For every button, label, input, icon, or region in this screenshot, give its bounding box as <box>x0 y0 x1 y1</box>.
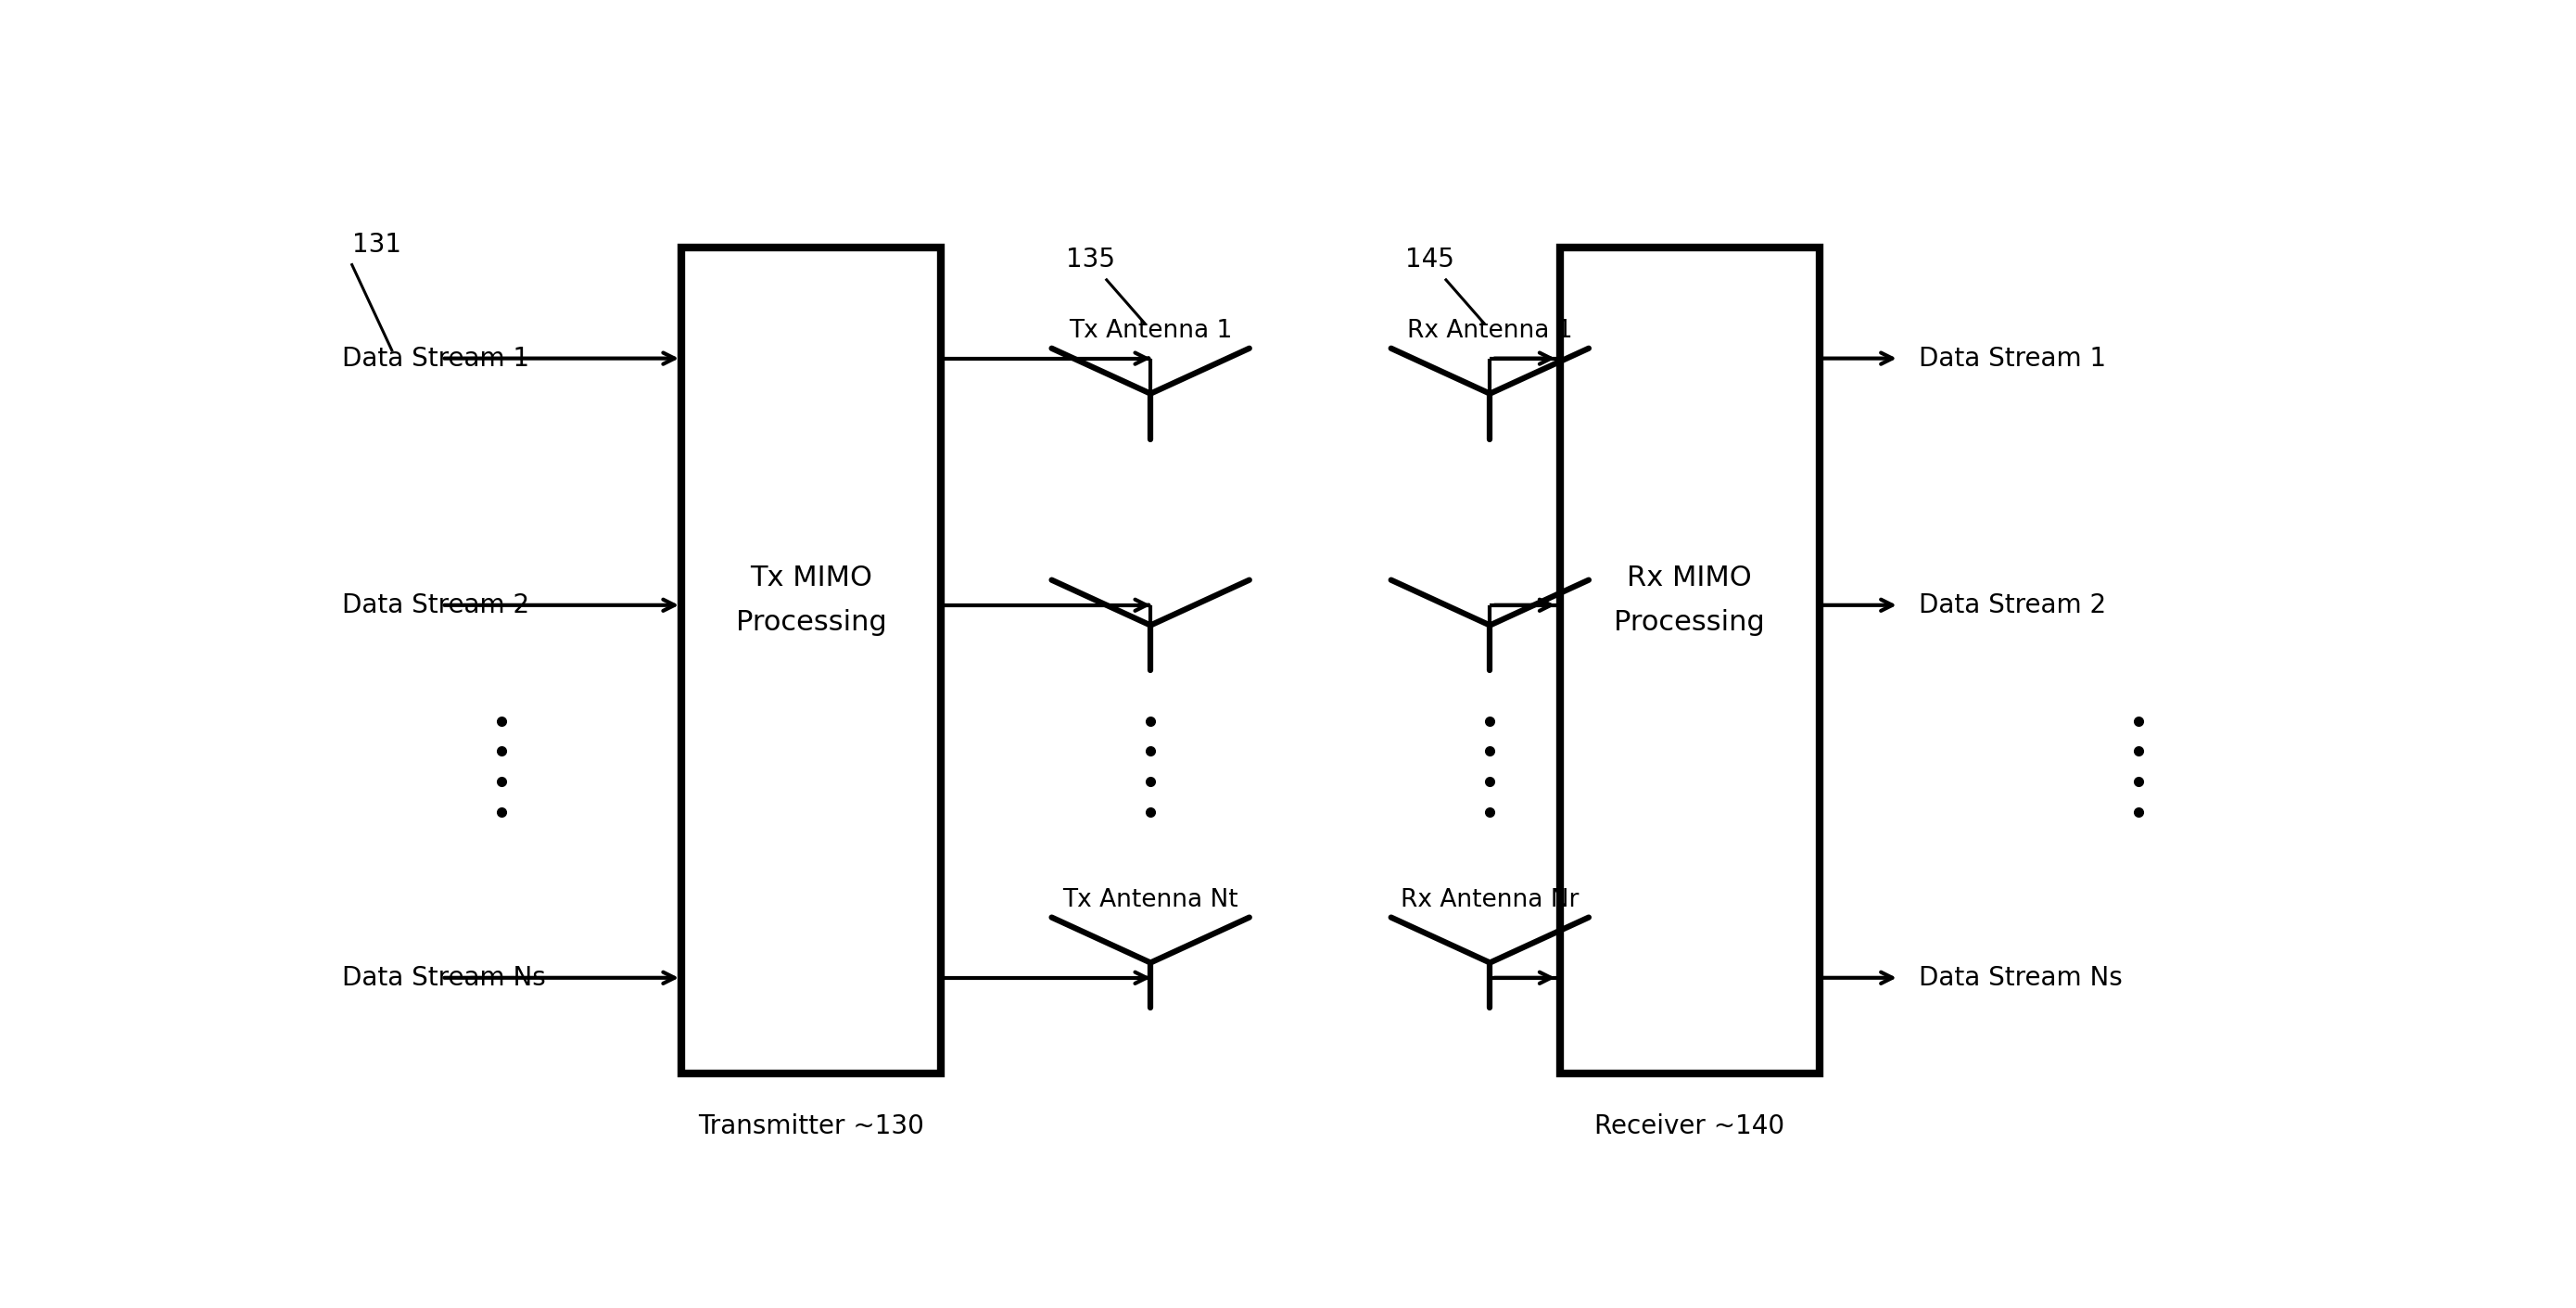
Text: Data Stream 1: Data Stream 1 <box>343 345 528 371</box>
Text: Receiver ~140: Receiver ~140 <box>1595 1114 1785 1139</box>
Text: 135: 135 <box>1066 247 1115 273</box>
Text: Data Stream 2: Data Stream 2 <box>1919 593 2107 619</box>
Bar <box>1558 247 1819 1074</box>
Text: Rx MIMO
Processing: Rx MIMO Processing <box>1615 565 1765 636</box>
Text: Tx MIMO
Processing: Tx MIMO Processing <box>737 565 886 636</box>
Text: Transmitter ~130: Transmitter ~130 <box>698 1114 925 1139</box>
Text: Data Stream 2: Data Stream 2 <box>343 593 528 619</box>
Text: Tx Antenna Nt: Tx Antenna Nt <box>1064 888 1239 913</box>
Text: Tx Antenna 1: Tx Antenna 1 <box>1069 319 1231 343</box>
Text: Data Stream Ns: Data Stream Ns <box>343 965 546 990</box>
Bar <box>680 247 940 1074</box>
Text: 131: 131 <box>353 232 402 258</box>
Text: Data Stream Ns: Data Stream Ns <box>1919 965 2123 990</box>
Text: Rx Antenna 1: Rx Antenna 1 <box>1406 319 1571 343</box>
Text: 145: 145 <box>1406 247 1455 273</box>
Text: Rx Antenna Nr: Rx Antenna Nr <box>1401 888 1579 913</box>
Text: Data Stream 1: Data Stream 1 <box>1919 345 2107 371</box>
